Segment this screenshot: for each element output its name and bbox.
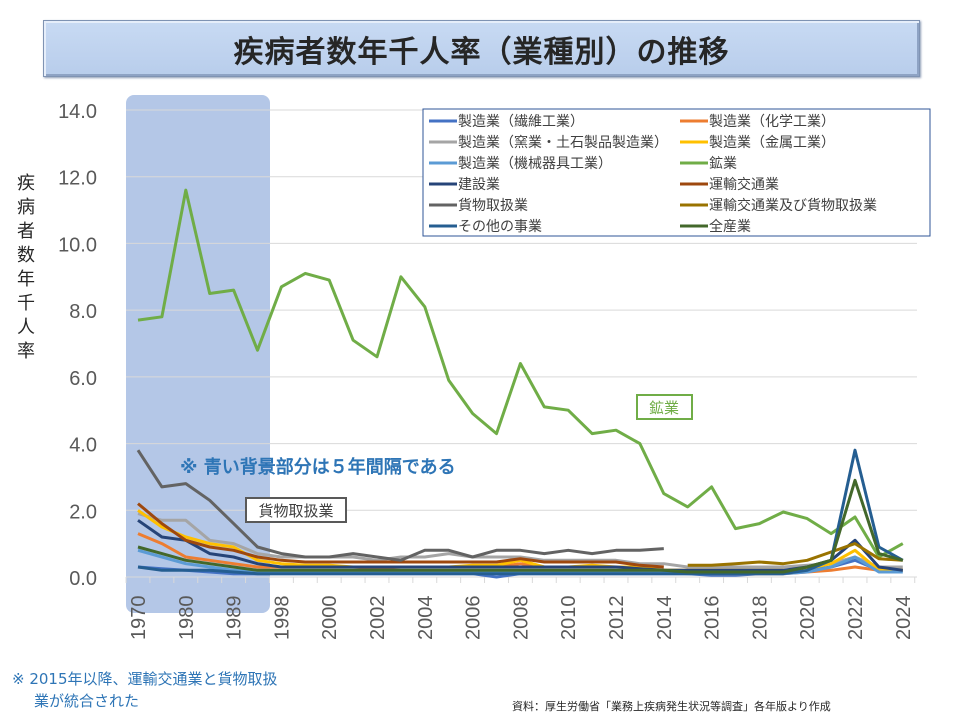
series-lines — [136, 188, 904, 579]
series-line — [137, 512, 903, 569]
legend-label: 建設業 — [458, 177, 500, 193]
legend-label: 運輸交通業及び貨物取扱業 — [709, 197, 877, 214]
y-axis-label-char: 率 — [17, 341, 35, 362]
y-tick-label: 6.0 — [69, 368, 97, 390]
annotation-cargo: 貨物取扱業 — [258, 502, 333, 520]
series-line — [137, 502, 664, 569]
x-tick-label: 2002 — [367, 596, 389, 641]
legend-label: 製造業（化学工業） — [709, 114, 835, 130]
x-tick-label: 1989 — [224, 596, 246, 641]
series-line — [137, 478, 904, 574]
x-tick-label: 1998 — [271, 596, 293, 641]
x-tick-label: 2012 — [606, 596, 628, 641]
source-note: 資料：厚生労働省「業務上疾病発生状況等調査」各年版より作成 — [512, 700, 831, 713]
annotation-box-mining — [636, 394, 693, 420]
y-tick-label: 14.0 — [58, 101, 97, 123]
shaded-region-note: ※ 青い背景部分は５年間隔である — [180, 456, 456, 478]
y-tick-label: 0.0 — [69, 568, 97, 590]
y-axis-label-char: 疾 — [17, 173, 35, 194]
x-tick-label: 2010 — [558, 596, 580, 641]
y-axis-label: 疾病者数年千人率 — [14, 172, 38, 364]
x-tick-label: 2018 — [749, 596, 771, 641]
y-axis-label-char: 数 — [17, 245, 35, 266]
x-tick-label: 2024 — [893, 596, 915, 641]
y-tick-label: 8.0 — [69, 301, 97, 323]
x-tick-label: 2022 — [845, 596, 867, 641]
y-axis-label-char: 年 — [17, 269, 35, 290]
series-line — [137, 188, 904, 559]
legend-label: 製造業（繊維工業） — [458, 114, 584, 130]
chart-title: 疾病者数年千人率（業種別）の推移 — [233, 34, 730, 70]
y-tick-label: 2.0 — [69, 501, 97, 523]
legend-label: 運輸交通業 — [709, 176, 779, 193]
footnote-line-2: 業が統合された — [34, 692, 140, 710]
x-tick-label: 2014 — [654, 596, 676, 641]
legend-label: その他の事業 — [458, 219, 542, 235]
legend-label: 全産業 — [709, 218, 751, 235]
y-axis-label-char: 病 — [17, 197, 35, 218]
footnote-line-1: ※ 2015年以降、運輸交通業と貨物取扱 — [12, 670, 278, 688]
y-tick-label: 10.0 — [58, 234, 97, 256]
legend-label: 製造業（窯業・土石製品製造業） — [458, 134, 668, 151]
annotation-box-cargo — [245, 497, 347, 523]
x-tick-label: 2008 — [510, 596, 532, 641]
shaded-region — [126, 95, 270, 613]
title-bar: 疾病者数年千人率（業種別）の推移 — [43, 20, 920, 77]
y-axis-label-char: 人 — [17, 317, 35, 338]
series-line — [137, 519, 904, 572]
y-tick-label: 12.0 — [58, 168, 97, 190]
x-tick-label: 2000 — [319, 596, 341, 641]
annotation-mining: 鉱業 — [649, 399, 679, 417]
y-tick-label: 4.0 — [69, 435, 97, 457]
series-line — [687, 542, 903, 567]
x-tick-label: 1980 — [176, 596, 198, 641]
series-line — [137, 448, 904, 576]
footnote: ※ 2015年以降、運輸交通業と貨物取扱 業が統合された — [12, 668, 278, 712]
legend-label: 製造業（機械器具工業） — [458, 156, 612, 172]
y-axis-label-char: 者 — [17, 221, 35, 242]
legend-label: 貨物取扱業 — [458, 197, 528, 214]
legend-label: 鉱業 — [709, 155, 737, 172]
x-tick-label: 2004 — [415, 596, 437, 641]
x-tick-label: 2020 — [797, 596, 819, 641]
x-tick-label: 2016 — [702, 596, 724, 641]
y-axis-label-char: 千 — [17, 293, 35, 314]
x-tick-label: 2006 — [463, 596, 485, 641]
legend-label: 製造業（金属工業） — [709, 135, 835, 151]
x-tick-label: 1970 — [128, 596, 150, 641]
series-line — [136, 449, 664, 562]
legend-box — [422, 108, 931, 237]
